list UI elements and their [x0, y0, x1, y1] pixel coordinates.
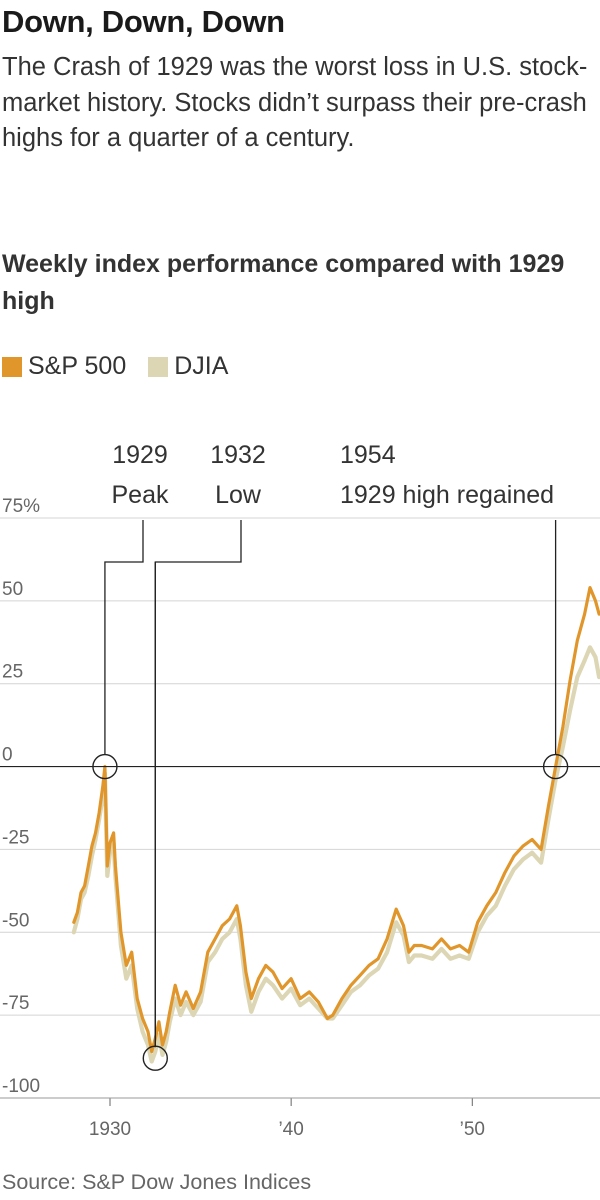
chart-heading: Weekly index performance compared with 1…	[2, 250, 565, 315]
y-tick-label: -75	[2, 993, 29, 1014]
series-line-sp500	[72, 585, 600, 1054]
legend: S&P 500 DJIA	[2, 352, 250, 381]
x-tick-label: ’50	[460, 1119, 485, 1140]
annotation-leader	[154, 520, 242, 1048]
legend-swatch-djia	[148, 356, 169, 377]
annotation-circle	[542, 753, 569, 780]
y-tick-label: -50	[2, 910, 29, 931]
annotation-circle	[92, 753, 118, 780]
source-note: Source: S&P Dow Jones Indices	[2, 1170, 312, 1194]
series-line-djia	[71, 645, 600, 1064]
chart-title: Down, Down, Down	[2, 4, 285, 39]
y-tick-label: -25	[2, 827, 29, 848]
annotation-label: 1929 high regained	[340, 481, 554, 509]
legend-label-sp500: S&P 500	[28, 352, 127, 380]
x-tick-label: ’40	[278, 1119, 303, 1140]
chart-subtitle: The Crash of 1929 was the worst loss in …	[2, 53, 588, 152]
annotation-year: 1954	[340, 441, 396, 469]
annotation-label: Peak	[112, 481, 169, 509]
annotation-year: 1929	[112, 441, 168, 469]
annotation-label: Low	[215, 481, 262, 509]
legend-label-djia: DJIA	[174, 352, 229, 380]
legend-swatch-sp500	[2, 356, 22, 377]
x-tick-label: 1930	[89, 1119, 131, 1140]
annotation-leader	[104, 520, 144, 755]
legend-item-djia: DJIA	[148, 352, 228, 381]
y-tick-label: 0	[2, 745, 13, 766]
y-tick-label: 75%	[2, 496, 40, 517]
annotation-circle	[142, 1045, 168, 1071]
y-tick-label: -100	[2, 1076, 40, 1097]
y-tick-label: 50	[2, 579, 23, 600]
legend-item-sp500: S&P 500	[2, 352, 126, 381]
annotation-year: 1932	[210, 441, 266, 469]
y-tick-label: 25	[2, 662, 23, 683]
